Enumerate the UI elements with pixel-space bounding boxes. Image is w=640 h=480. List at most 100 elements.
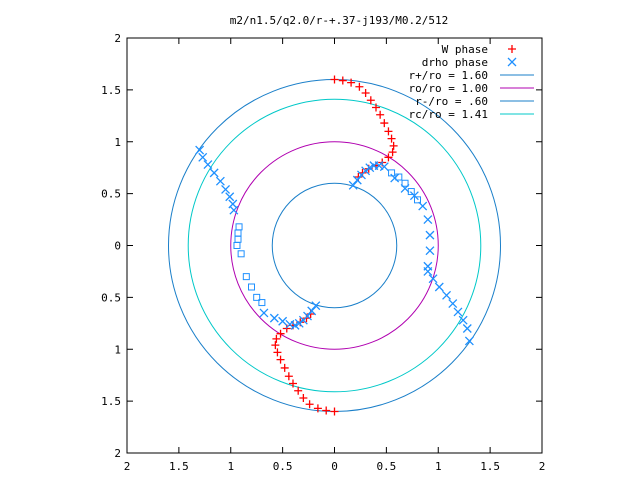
series-1-point-2 xyxy=(338,76,347,85)
series-2-point-5 xyxy=(215,176,225,186)
series-1-point-8 xyxy=(376,110,385,119)
series-2-point-6 xyxy=(221,185,231,194)
series-2-point-29 xyxy=(442,290,452,300)
series-3-point-4 xyxy=(233,242,241,249)
series-1-point-25 xyxy=(294,386,303,395)
series-1-point-34 xyxy=(282,324,291,333)
series-2-point-13 xyxy=(361,166,371,176)
reference-circle-3 xyxy=(271,182,398,309)
series-1-point-23 xyxy=(305,400,314,409)
series-2-point-21 xyxy=(418,201,428,211)
reference-circle-4 xyxy=(187,98,482,393)
series-1-point-4 xyxy=(355,82,364,91)
series-3-point-7 xyxy=(248,283,255,291)
chart-title: m2/n1.5/q2.0/r-+.37-j193/M0.2/512 xyxy=(230,14,449,27)
series-1-point-10 xyxy=(384,127,393,136)
series-2-point-36 xyxy=(307,306,317,316)
series-2-point-20 xyxy=(409,191,419,201)
series-1-point-33 xyxy=(276,329,285,338)
series-2-point-1 xyxy=(195,145,205,155)
series-2-point-26 xyxy=(423,266,433,276)
series-3-point-8 xyxy=(253,293,261,301)
legend-label-5: r-/ro = .60 xyxy=(415,95,488,108)
series-2-point-34 xyxy=(464,336,474,346)
series-2 xyxy=(195,145,474,346)
series-2-point-43 xyxy=(269,313,279,323)
series-2-point-23 xyxy=(425,230,435,240)
series-2-point-2 xyxy=(198,152,208,162)
series-2-point-30 xyxy=(448,299,458,309)
y-tick-label-2: 1.5 xyxy=(101,395,121,408)
series-2-point-10 xyxy=(348,180,358,190)
series-3-point-10 xyxy=(388,169,396,177)
series-2-point-17 xyxy=(379,162,389,172)
legend-sample-1 xyxy=(508,45,516,53)
series-1-point-22 xyxy=(313,404,322,413)
y-tick-label-1: 2 xyxy=(114,447,121,460)
axis-ticks: 2 1.5 1 0.5 0 0.5 1 1.5 221.510.500.511.52 xyxy=(101,32,545,473)
legend-sample-2 xyxy=(507,57,517,67)
series-1-point-11 xyxy=(387,134,396,143)
series-3-point-13 xyxy=(407,188,415,196)
series-1-point-5 xyxy=(361,88,370,97)
y-tick-label-6: 0.5 xyxy=(101,188,121,201)
series-2-point-33 xyxy=(462,324,472,333)
series-2-point-3 xyxy=(203,160,213,170)
series-1-point-31 xyxy=(271,341,280,350)
x-tick-label-9: 2 xyxy=(539,460,546,473)
series-2-point-7 xyxy=(225,192,235,202)
y-tick-label-4: 0.5 xyxy=(101,291,121,304)
series-3-point-6 xyxy=(242,273,250,281)
series-1-point-28 xyxy=(280,363,289,372)
series-1-point-27 xyxy=(284,372,293,381)
series-1-point-30 xyxy=(273,348,282,357)
x-tick-label-6: 0.5 xyxy=(376,460,396,473)
series-3 xyxy=(233,169,421,307)
series-2-point-9 xyxy=(229,205,239,215)
x-tick-label-4: 0.5 xyxy=(273,460,293,473)
legend-label-6: rc/ro = 1.41 xyxy=(409,108,488,121)
series-1-point-26 xyxy=(289,379,297,388)
series-3-point-5 xyxy=(237,250,245,258)
x-tick-label-5: 0 xyxy=(331,460,338,473)
series-2-point-4 xyxy=(209,168,219,178)
series-3-point-14 xyxy=(414,196,421,204)
series-2-point-35 xyxy=(311,301,321,311)
y-tick-label-5: 0 xyxy=(114,240,121,253)
y-tick-label-3: 1 xyxy=(114,343,121,356)
series-1-point-13 xyxy=(388,148,397,157)
series-1-point-7 xyxy=(372,103,380,112)
series-1-point-9 xyxy=(380,119,389,128)
series-1-point-32 xyxy=(272,334,281,343)
series-1-point-20 xyxy=(330,407,339,416)
x-tick-label-2: 1.5 xyxy=(169,460,189,473)
y-tick-label-8: 1.5 xyxy=(101,84,121,97)
y-tick-label-7: 1 xyxy=(114,136,121,149)
series-2-point-38 xyxy=(298,315,308,325)
series-3-point-12 xyxy=(401,179,409,187)
series-1-point-24 xyxy=(299,394,308,403)
series-2-point-44 xyxy=(259,308,269,318)
x-tick-label-7: 1 xyxy=(435,460,442,473)
series-1-point-14 xyxy=(384,153,393,162)
legend-label-3: r+/ro = 1.60 xyxy=(409,69,488,82)
x-tick-label-3: 1 xyxy=(227,460,234,473)
series-2-point-27 xyxy=(428,274,438,284)
legend-label-2: drho phase xyxy=(422,56,488,69)
x-tick-label-1: 2 xyxy=(124,460,131,473)
series-1-point-1 xyxy=(330,75,339,84)
x-tick-label-8: 1.5 xyxy=(480,460,500,473)
series-3-point-9 xyxy=(258,299,266,307)
legend-label-4: ro/ro = 1.00 xyxy=(409,82,488,95)
series-2-point-41 xyxy=(285,319,295,329)
series-1-point-3 xyxy=(347,78,356,87)
series-2-point-31 xyxy=(453,307,463,317)
series-2-point-28 xyxy=(434,282,444,292)
series-1-point-21 xyxy=(322,406,331,415)
series-2-point-11 xyxy=(352,175,362,185)
series-2-point-32 xyxy=(458,315,468,325)
series-3-point-11 xyxy=(395,173,403,181)
series-2-point-42 xyxy=(278,316,288,326)
